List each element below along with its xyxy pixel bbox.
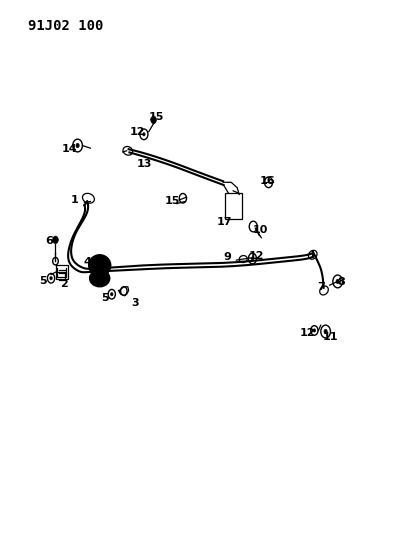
Text: 12: 12 [299,328,314,338]
Ellipse shape [88,255,110,276]
Text: 12: 12 [248,251,263,261]
Circle shape [110,293,113,296]
Text: 15: 15 [165,197,180,206]
Text: 6: 6 [45,236,53,246]
Text: 9: 9 [223,252,231,262]
Circle shape [50,277,52,280]
Text: 14: 14 [61,144,77,154]
Text: 16: 16 [259,176,274,186]
Text: 13: 13 [137,159,152,169]
Text: 1: 1 [70,195,78,205]
Circle shape [335,279,338,284]
Text: 11: 11 [322,332,337,342]
Text: 7: 7 [317,282,325,292]
Circle shape [142,133,145,136]
Text: 17: 17 [216,217,231,227]
Text: 2: 2 [60,279,68,288]
Ellipse shape [89,270,109,287]
Circle shape [150,116,156,124]
Circle shape [53,236,58,244]
Text: 15: 15 [148,112,163,122]
Circle shape [251,257,253,260]
Circle shape [323,329,326,334]
Text: 5: 5 [39,277,47,286]
Circle shape [312,329,315,332]
Text: 3: 3 [131,298,138,308]
Text: 12: 12 [130,127,145,137]
Text: 10: 10 [252,225,267,235]
Circle shape [76,143,79,148]
Text: 91J02 100: 91J02 100 [28,19,103,33]
Text: 5: 5 [101,294,108,303]
Text: 4: 4 [83,257,91,267]
Text: 8: 8 [336,278,344,287]
